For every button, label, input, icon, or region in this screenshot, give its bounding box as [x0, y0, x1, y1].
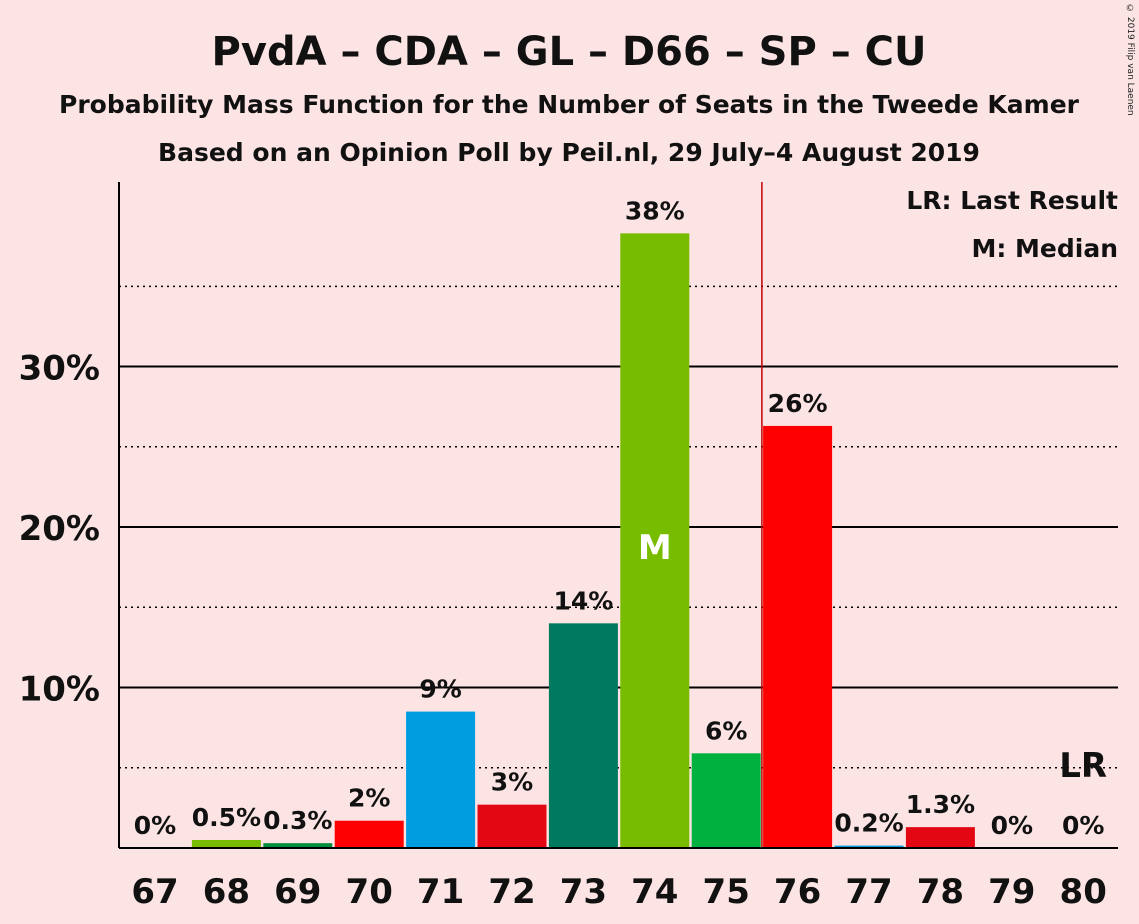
data-label-75: 6% [705, 716, 747, 745]
bar-69 [263, 843, 333, 848]
x-tick-label-78: 78 [917, 872, 964, 912]
x-tick-label-74: 74 [631, 872, 678, 912]
data-label-76: 26% [768, 389, 828, 418]
data-label-71: 9% [419, 675, 461, 704]
y-tick-label: 10% [19, 670, 100, 710]
bar-71 [406, 711, 476, 848]
y-tick-label: 20% [19, 509, 100, 549]
bars [191, 182, 975, 848]
bar-75 [691, 753, 761, 848]
legend-last-result: LR: Last Result [906, 186, 1118, 215]
bar-73 [548, 623, 618, 848]
data-label-77: 0.2% [834, 809, 903, 838]
data-label-72: 3% [491, 768, 533, 797]
bar-77 [834, 845, 904, 848]
x-tick-label-71: 71 [417, 872, 464, 912]
x-tick-label-68: 68 [203, 872, 250, 912]
data-label-73: 14% [553, 586, 613, 615]
x-tick-label-80: 80 [1060, 872, 1107, 912]
bar-68 [191, 839, 261, 848]
data-label-69: 0.3% [263, 806, 332, 835]
x-tick-label-69: 69 [274, 872, 321, 912]
bar-76 [763, 425, 833, 848]
chart-subtitle-2: Based on an Opinion Poll by Peil.nl, 29 … [158, 138, 980, 167]
data-label-68: 0.5% [192, 803, 261, 832]
axis-ticks: 67 68 69 70 71 72 73 74 75 76 77 78 79 80 [131, 872, 1107, 912]
x-tick-label-67: 67 [131, 872, 178, 912]
bar-72 [477, 804, 547, 848]
x-tick-label-76: 76 [774, 872, 821, 912]
bar-70 [334, 820, 404, 848]
last-result-marker: LR [1059, 746, 1107, 786]
y-tick-label: 30% [19, 349, 100, 389]
data-label-67: 0% [134, 811, 176, 840]
bar-74 [620, 233, 690, 848]
copyright-notice: © 2019 Filip van Laenen [1125, 4, 1135, 116]
x-tick-label-77: 77 [845, 872, 892, 912]
x-tick-label-72: 72 [488, 872, 535, 912]
chart-title: PvdA – CDA – GL – D66 – SP – CU [212, 29, 927, 75]
data-label-79: 0% [991, 811, 1033, 840]
grid: 10% 20% 30% [19, 285, 1118, 769]
data-labels: 0% 0.5% 0.3% 2% 9% 3% 14% 38% 6% 26% 0.2%1.3% 0% 0% M… [134, 196, 1107, 840]
x-tick-label-73: 73 [560, 872, 607, 912]
median-marker: M [638, 528, 672, 568]
data-label-80: 0% [1062, 811, 1104, 840]
data-label-74: 38% [625, 196, 685, 225]
data-label-70: 2% [348, 784, 390, 813]
bar-78 [905, 827, 975, 848]
x-tick-label-79: 79 [988, 872, 1035, 912]
x-tick-label-70: 70 [346, 872, 393, 912]
data-label-78: 1.3% [906, 790, 975, 819]
chart-subtitle: Probability Mass Function for the Number… [59, 90, 1080, 119]
legend-median: M: Median [971, 234, 1118, 263]
x-tick-label-75: 75 [703, 872, 750, 912]
